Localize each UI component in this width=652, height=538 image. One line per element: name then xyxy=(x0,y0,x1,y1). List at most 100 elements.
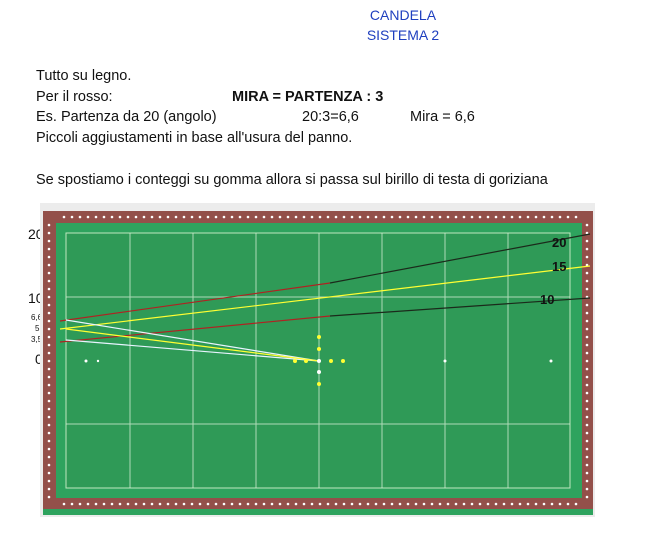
rail-diamond xyxy=(47,495,51,499)
rail-diamond xyxy=(47,343,51,347)
rail-diamond xyxy=(518,215,522,219)
rail-diamond xyxy=(86,215,90,219)
rail-diamond xyxy=(254,215,258,219)
rail-diamond xyxy=(486,502,490,506)
rail-diamond xyxy=(462,215,466,219)
pin-centers xyxy=(317,359,321,374)
rail-diamond xyxy=(182,502,186,506)
rail-diamond xyxy=(358,502,362,506)
rail-diamond xyxy=(382,502,386,506)
rail-diamond xyxy=(62,502,66,506)
rail-diamond xyxy=(118,215,122,219)
rail-diamond xyxy=(47,367,51,371)
rail-diamond xyxy=(438,502,442,506)
rail-diamond xyxy=(585,423,589,427)
scale-label-20: 20 xyxy=(28,226,44,242)
rail-diamond xyxy=(70,215,74,219)
rail-diamond xyxy=(585,335,589,339)
pin-3 xyxy=(304,359,308,363)
rail-diamond xyxy=(585,407,589,411)
rail-diamond xyxy=(47,327,51,331)
rail-diamond xyxy=(270,215,274,219)
rail-diamond xyxy=(585,263,589,267)
rail-diamond xyxy=(550,215,554,219)
rail-diamond xyxy=(47,239,51,243)
text-line-5: Se spostiamo i conteggi su gomma allora … xyxy=(36,172,548,188)
bottom-strip xyxy=(43,509,593,515)
text-line-2-label: Per il rosso: xyxy=(36,89,113,105)
rail-diamond xyxy=(350,215,354,219)
text-line-3-mira: Mira = 6,6 xyxy=(410,109,475,125)
rail-diamond xyxy=(238,215,242,219)
rail-diamond xyxy=(454,502,458,506)
rail-diamond xyxy=(585,455,589,459)
rail-diamond xyxy=(574,215,578,219)
rail-diamond xyxy=(326,502,330,506)
rail-diamond xyxy=(302,215,306,219)
rail-diamond xyxy=(47,351,51,355)
rail-diamond xyxy=(86,502,90,506)
rail-diamond xyxy=(286,502,290,506)
rail-diamond xyxy=(214,502,218,506)
rail-diamond xyxy=(47,383,51,387)
formula-mira: MIRA = PARTENZA : 3 xyxy=(232,89,384,105)
rail-diamond xyxy=(47,423,51,427)
rail-diamond xyxy=(47,319,51,323)
rail-diamond xyxy=(47,295,51,299)
rail-diamond xyxy=(585,303,589,307)
rail-diamond xyxy=(585,431,589,435)
rail-diamond xyxy=(302,502,306,506)
rail-diamond xyxy=(585,495,589,499)
rail-diamond xyxy=(246,215,250,219)
rail-diamond xyxy=(310,502,314,506)
rail-diamond xyxy=(118,502,122,506)
rail-diamond xyxy=(398,215,402,219)
rail-diamond xyxy=(366,502,370,506)
rail-diamond xyxy=(585,439,589,443)
rail-diamond xyxy=(334,502,338,506)
rail-diamond xyxy=(558,502,562,506)
rail-diamond xyxy=(422,215,426,219)
rail-diamond xyxy=(406,502,410,506)
rail-diamond xyxy=(47,439,51,443)
rail-diamond xyxy=(406,215,410,219)
rail-diamond xyxy=(190,502,194,506)
rail-diamond xyxy=(47,463,51,467)
rail-diamond xyxy=(47,303,51,307)
line-10-red xyxy=(59,315,331,343)
pin-1 xyxy=(317,335,321,339)
rail-diamond xyxy=(374,215,378,219)
rail-diamond xyxy=(47,255,51,259)
text-line-1: Tutto su legno. xyxy=(36,68,132,84)
rail-diamond xyxy=(126,502,130,506)
scale-label-0: 0 xyxy=(35,351,43,367)
rail-diamond xyxy=(494,215,498,219)
rail-diamond xyxy=(585,279,589,283)
rail-diamond xyxy=(126,215,130,219)
rail-diamond xyxy=(110,502,114,506)
rail-diamond xyxy=(47,479,51,483)
rail-diamond xyxy=(585,231,589,235)
rail-diamond xyxy=(585,383,589,387)
trajectory-lines xyxy=(59,233,591,362)
rail-diamond xyxy=(206,215,210,219)
rail-diamond xyxy=(150,215,154,219)
rail-diamond xyxy=(374,502,378,506)
rail-diamond xyxy=(230,215,234,219)
rail-diamond xyxy=(486,215,490,219)
rail-diamond xyxy=(358,215,362,219)
rail-diamond xyxy=(270,502,274,506)
title-candela: CANDELA xyxy=(369,7,437,23)
pin-6 xyxy=(317,382,321,386)
rail-diamond xyxy=(158,215,162,219)
rail-diamond xyxy=(254,502,258,506)
rail-diamond xyxy=(262,502,266,506)
rail-diamond xyxy=(94,502,98,506)
rail-diamond xyxy=(318,215,322,219)
rail-diamond xyxy=(142,502,146,506)
rail-diamond xyxy=(585,319,589,323)
rail-diamond xyxy=(70,502,74,506)
rail-diamonds xyxy=(47,215,589,506)
rail-diamond xyxy=(585,247,589,251)
